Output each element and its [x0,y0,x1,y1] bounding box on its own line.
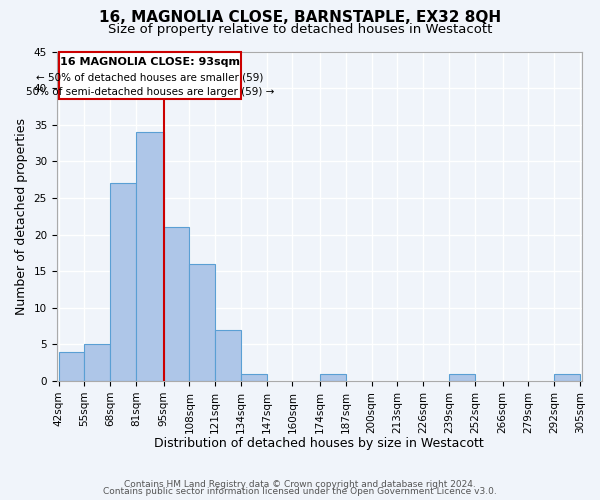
Text: Size of property relative to detached houses in Westacott: Size of property relative to detached ho… [108,22,492,36]
Bar [85,344,110,381]
FancyBboxPatch shape [59,52,241,99]
Y-axis label: Number of detached properties: Number of detached properties [15,118,28,314]
Bar [215,330,241,381]
Bar [110,184,136,381]
Text: 50% of semi-detached houses are larger (59) →: 50% of semi-detached houses are larger (… [26,87,274,97]
Bar [59,352,85,381]
Text: 16, MAGNOLIA CLOSE, BARNSTAPLE, EX32 8QH: 16, MAGNOLIA CLOSE, BARNSTAPLE, EX32 8QH [99,10,501,25]
Bar [136,132,164,381]
Bar [241,374,267,381]
Bar [554,374,580,381]
Text: 16 MAGNOLIA CLOSE: 93sqm: 16 MAGNOLIA CLOSE: 93sqm [60,57,240,67]
X-axis label: Distribution of detached houses by size in Westacott: Distribution of detached houses by size … [154,437,484,450]
Bar [190,264,215,381]
Text: Contains public sector information licensed under the Open Government Licence v3: Contains public sector information licen… [103,488,497,496]
Bar [164,227,190,381]
Bar [320,374,346,381]
Text: Contains HM Land Registry data © Crown copyright and database right 2024.: Contains HM Land Registry data © Crown c… [124,480,476,489]
Bar [449,374,475,381]
Text: ← 50% of detached houses are smaller (59): ← 50% of detached houses are smaller (59… [36,72,263,82]
